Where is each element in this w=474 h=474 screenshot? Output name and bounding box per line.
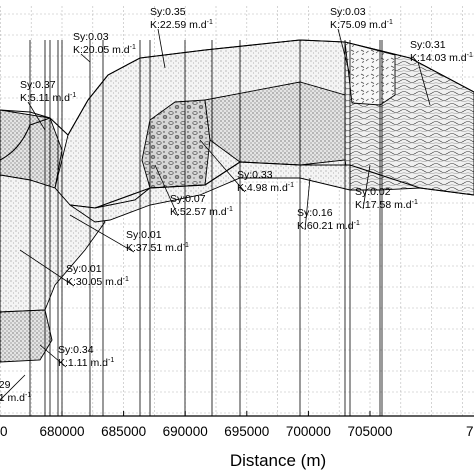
annotation-k-label: K:14.03 m.d-1 — [410, 52, 473, 64]
annotation-k-exponent: -1 — [25, 392, 31, 399]
annotation-leader-line — [27, 101, 46, 131]
annotation-sy-label: 0.29 — [0, 379, 11, 391]
annotation-leader-line — [157, 28, 166, 69]
annotation-k-exponent: -1 — [387, 19, 393, 26]
clay-lens-right — [344, 41, 396, 106]
annotation-k-label: K:5.11 m.d-1 — [20, 92, 76, 104]
x-tick-label: 700000 — [286, 424, 331, 439]
annotation-sy-label: Sy:0.01 — [126, 229, 162, 241]
annotation-k-exponent: -1 — [207, 19, 213, 26]
annotation-leader-line — [154, 164, 179, 217]
annotation-sy-label: Sy:0.35 — [150, 6, 186, 18]
annotation-sy-label: Sy:0.01 — [66, 263, 102, 275]
annotation-k-exponent: -1 — [108, 357, 114, 364]
annotation-k-label: K:60.21 m.d-1 — [297, 220, 360, 232]
annotation-leader-line — [39, 344, 67, 368]
annotation-sy-label: Sy:0.03 — [330, 6, 366, 18]
annotation-sy-label: Sy:0.31 — [410, 39, 446, 51]
x-tick-label-edge-right: 7 — [466, 424, 474, 439]
annotation-k-label: K:75.09 m.d-1 — [330, 19, 393, 31]
annotation-leader-line — [417, 61, 431, 106]
annotation-k-label: K:52.57 m.d-1 — [170, 206, 233, 218]
annotation-sy-label: Sy:0.02 — [355, 186, 391, 198]
annotation-sy-label: Sy:0.07 — [170, 193, 206, 205]
annotation-k-label: K:22.59 m.d-1 — [150, 19, 213, 31]
annotation-k-exponent: -1 — [227, 206, 233, 213]
annotation-k-exponent: -1 — [467, 52, 473, 59]
annotation-sy-label: Sy:0.37 — [20, 79, 56, 91]
annotation-k-label: K:17.58 m.d-1 — [355, 199, 418, 211]
annotation-leaders — [0, 28, 431, 401]
annotation-k-exponent: -1 — [288, 182, 294, 189]
annotation-sy-label: Sy:0.16 — [297, 207, 333, 219]
x-tick-label: 680000 — [39, 424, 84, 439]
annotation-k-label: .21 m.d-1 — [0, 392, 31, 404]
annotation-sy-label: Sy:0.33 — [237, 169, 273, 181]
x-axis: 680000 685000 690000 695000 700000 705000 0 7 — [0, 411, 474, 439]
annotation-k-exponent: -1 — [354, 220, 360, 227]
x-tick-label: 695000 — [224, 424, 269, 439]
annotation-k-exponent: -1 — [123, 276, 129, 283]
annotation-k-exponent: -1 — [70, 92, 76, 99]
annotation-k-label: K:4.98 m.d-1 — [237, 182, 294, 194]
annotation-leader-line — [304, 177, 311, 231]
borehole-lines — [29, 40, 383, 416]
silt-lens-bottom — [0, 309, 53, 363]
annotation-leader-line — [80, 53, 91, 63]
annotation-sy-label: Sy:0.34 — [58, 344, 94, 356]
annotation-k-label: K:20.05 m.d-1 — [73, 44, 136, 56]
annotation-leader-line — [19, 249, 75, 287]
annotation-k-exponent: -1 — [183, 242, 189, 249]
annotation-k-exponent: -1 — [412, 199, 418, 206]
x-tick-label: 705000 — [347, 424, 392, 439]
annotation-k-exponent: -1 — [130, 44, 136, 51]
annotation-leader-line — [0, 374, 26, 401]
annotation-k-label: K:37.51 m.d-1 — [126, 242, 189, 254]
annotation-labels: Sy:0.03K:20.05 m.d-1Sy:0.35K:22.59 m.d-1… — [0, 6, 473, 404]
x-tick-label: 685000 — [101, 424, 146, 439]
x-axis-title: Distance (m) — [230, 451, 326, 470]
annotation-k-label: K:30.05 m.d-1 — [66, 276, 129, 288]
annotation-leader-line — [199, 139, 246, 193]
annotation-leader-line — [362, 164, 371, 210]
gravel-lens-center — [141, 99, 211, 189]
annotation-k-label: K:1.11 m.d-1 — [58, 357, 114, 369]
annotation-leader-line — [337, 28, 351, 76]
x-tick-label-edge-left: 0 — [0, 424, 8, 439]
annotation-sy-label: Sy:0.03 — [73, 31, 109, 43]
lithology-layers — [0, 39, 474, 363]
aquifer-base-profile — [94, 161, 474, 209]
annotation-leader-line — [69, 214, 135, 253]
x-tick-label: 690000 — [163, 424, 208, 439]
